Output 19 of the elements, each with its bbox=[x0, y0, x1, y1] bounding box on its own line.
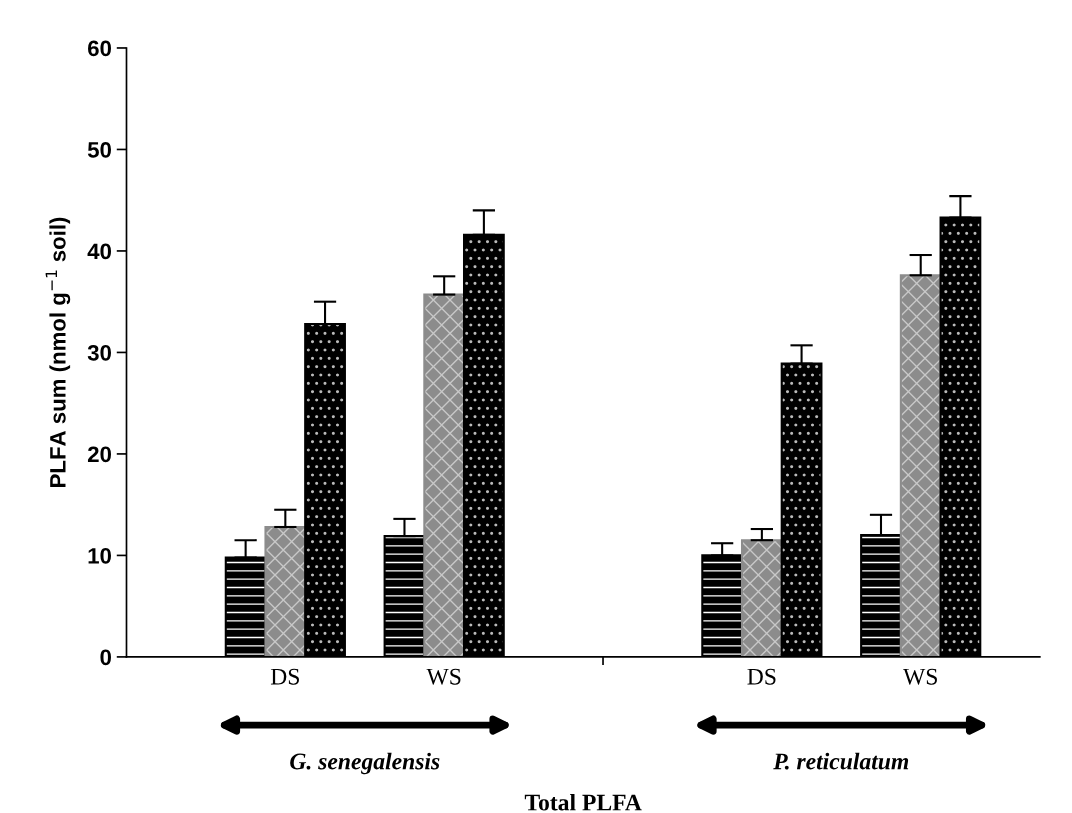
y-tick-label: 30 bbox=[87, 344, 111, 361]
bar bbox=[264, 525, 307, 657]
y-tick-label: 40 bbox=[87, 243, 111, 260]
bar bbox=[740, 539, 783, 657]
x-axis-title: Total PLFA bbox=[524, 793, 642, 811]
bar bbox=[423, 293, 466, 657]
x-tick-label: DS bbox=[270, 668, 299, 685]
x-tick-label: WS bbox=[426, 668, 461, 685]
text: P. reticulatum bbox=[773, 752, 909, 770]
y-tick-label: 20 bbox=[87, 446, 111, 463]
x-tick-label: WS bbox=[903, 668, 937, 685]
y-tick-label: 10 bbox=[88, 547, 111, 564]
x-tick-label: DS bbox=[747, 668, 776, 685]
y-axis-title: PLFA sum (nmol g$^{−1}$ soil) bbox=[45, 217, 71, 487]
bar bbox=[899, 274, 942, 657]
text: G. senegalensis bbox=[290, 752, 440, 775]
y-tick-label: 60 bbox=[88, 40, 111, 57]
y-tick-label: 0 bbox=[100, 649, 111, 666]
y-tick-label: 50 bbox=[87, 141, 111, 158]
